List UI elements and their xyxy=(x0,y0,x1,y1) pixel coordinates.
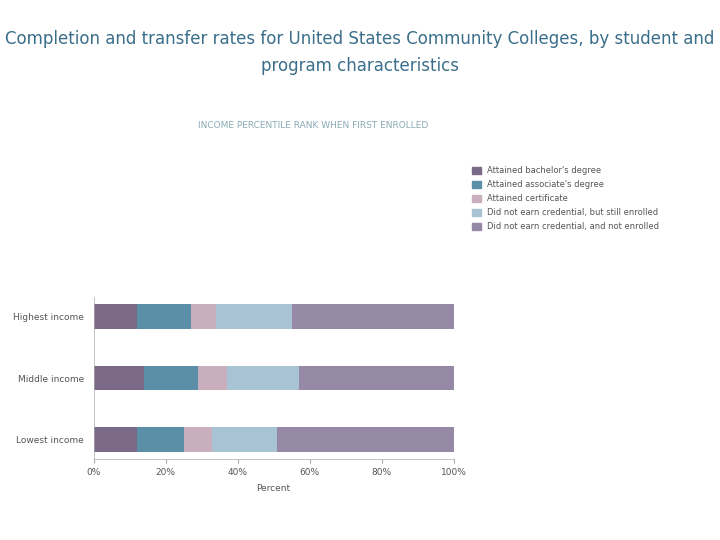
X-axis label: Percent: Percent xyxy=(256,484,291,493)
Bar xyxy=(299,366,454,390)
Bar xyxy=(94,305,137,329)
Text: Completion and transfer rates for United States Community Colleges, by student a: Completion and transfer rates for United… xyxy=(5,30,715,48)
Bar xyxy=(277,427,454,451)
Text: INCOME PERCENTILE RANK WHEN FIRST ENROLLED: INCOME PERCENTILE RANK WHEN FIRST ENROLL… xyxy=(198,122,428,131)
Legend: Attained bachelor's degree, Attained associate's degree, Attained certificate, D: Attained bachelor's degree, Attained ass… xyxy=(472,166,660,231)
Text: program characteristics: program characteristics xyxy=(261,57,459,75)
Bar xyxy=(227,366,299,390)
Bar xyxy=(216,305,292,329)
Bar xyxy=(94,427,137,451)
Bar xyxy=(198,366,227,390)
Bar xyxy=(137,427,184,451)
Bar xyxy=(144,366,198,390)
Bar xyxy=(292,305,454,329)
Bar xyxy=(191,305,216,329)
Bar xyxy=(94,366,144,390)
Bar xyxy=(184,427,212,451)
Bar xyxy=(137,305,191,329)
Bar xyxy=(212,427,277,451)
